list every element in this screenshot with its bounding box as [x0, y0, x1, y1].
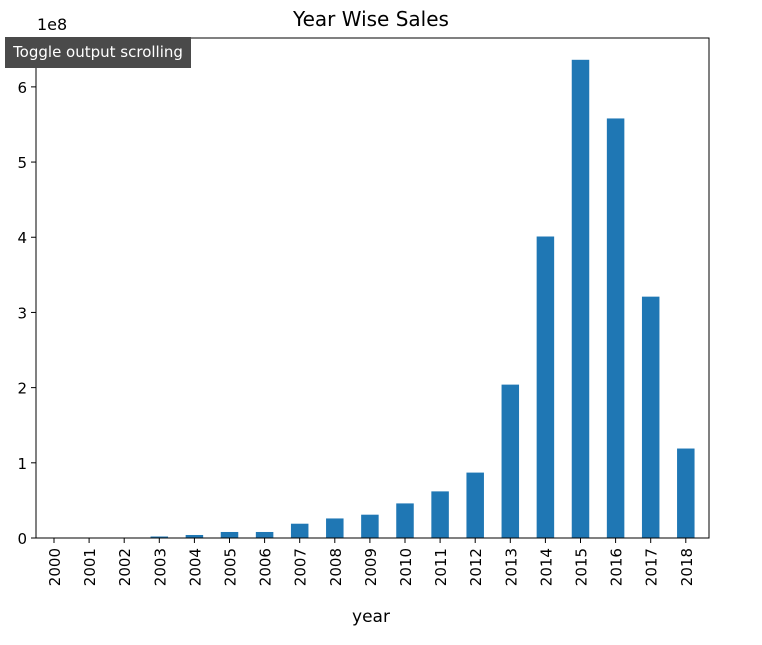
bar-2010 [396, 503, 414, 538]
bar-2003 [150, 536, 169, 538]
bar-2009 [361, 514, 379, 538]
bar-2013 [501, 384, 520, 538]
x-tick-label-2011: 2011 [432, 548, 450, 586]
bar-2005 [220, 531, 239, 538]
y-tick-label-2: 2 [17, 380, 27, 398]
x-tick-label-2006: 2006 [257, 548, 275, 586]
x-tick-label-2007: 2007 [292, 548, 310, 586]
x-tick-label-2016: 2016 [608, 548, 626, 586]
x-tick-label-2015: 2015 [573, 548, 591, 586]
x-axis: 2000 2001 2002 2003 2004 2005 2006 2007 2008 2009… [46, 538, 696, 586]
y-tick-label-1: 1 [17, 455, 27, 473]
y-scale-label: 1e8 [37, 15, 67, 34]
x-tick-label-2017: 2017 [643, 548, 661, 586]
bar-2011 [431, 491, 449, 538]
y-axis: 0 1 2 3 4 5 6 [17, 79, 36, 548]
x-tick-label-2014: 2014 [537, 548, 555, 586]
plot-frame [35, 37, 710, 539]
x-tick-label-2008: 2008 [327, 548, 345, 586]
y-tick-label-6: 6 [17, 79, 27, 97]
y-tick-label-3: 3 [17, 304, 27, 322]
x-tick-label-2010: 2010 [397, 548, 415, 586]
bar-2014 [536, 236, 555, 538]
y-tick-label-4: 4 [17, 229, 27, 247]
chart-title: Year Wise Sales [292, 7, 449, 31]
x-tick-label-2018: 2018 [678, 548, 696, 586]
x-tick-label-2000: 2000 [46, 548, 64, 586]
x-tick-label-2002: 2002 [116, 548, 134, 586]
bar-2017 [641, 296, 660, 538]
toggle-output-scrolling-tooltip[interactable]: Toggle output scrolling [5, 37, 191, 68]
x-tick-label-2004: 2004 [186, 548, 204, 586]
bar-2016 [606, 118, 625, 538]
bar-2006 [255, 531, 274, 538]
bar-2004 [185, 534, 204, 538]
bar-2012 [466, 472, 484, 538]
bar-2007 [290, 523, 309, 538]
y-tick-label-5: 5 [17, 154, 27, 172]
x-tick-label-2001: 2001 [81, 548, 99, 586]
x-tick-label-2013: 2013 [502, 548, 520, 586]
x-tick-label-2003: 2003 [151, 548, 169, 586]
x-tick-label-2012: 2012 [467, 548, 485, 586]
bar-2008 [326, 518, 344, 538]
x-tick-label-2005: 2005 [222, 548, 240, 586]
y-tick-label-0: 0 [17, 530, 27, 548]
x-axis-label: year [352, 607, 390, 627]
bar-2015 [571, 59, 590, 539]
bars-group [45, 59, 695, 539]
bar-2018 [677, 448, 695, 538]
x-tick-label-2009: 2009 [362, 548, 380, 586]
